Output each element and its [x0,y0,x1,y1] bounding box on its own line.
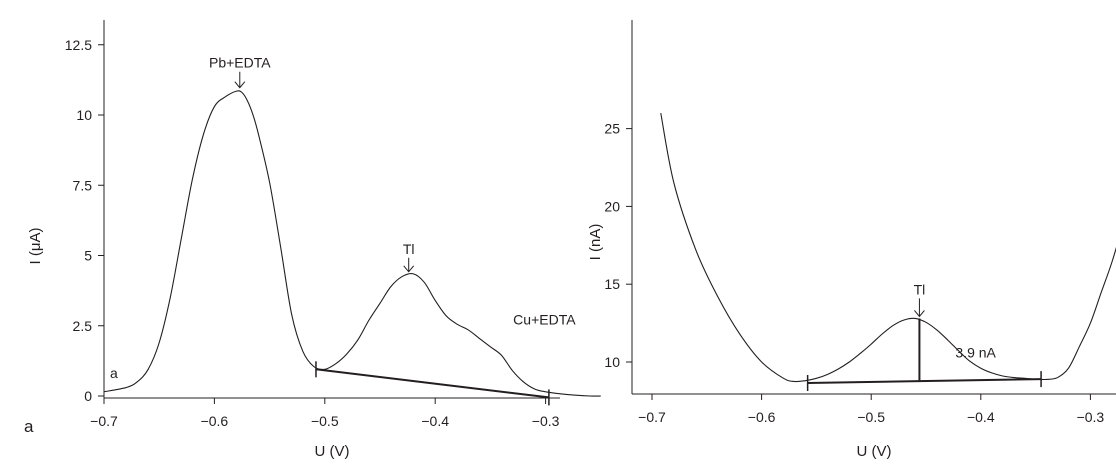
x-axis-label: U (V) [857,443,892,460]
annotation-arrow [914,298,925,318]
x-tick-label: −0.5 [311,413,339,429]
x-tick-label: −0.3 [1077,409,1105,425]
y-tick-label: 12.5 [65,37,92,53]
x-tick-label: −0.7 [638,409,666,425]
x-tick-label: −0.5 [857,409,885,425]
y-tick-label: 25 [604,121,620,137]
y-axis-label: I (nA) [587,224,604,261]
annotation-label: 3.9 nA [955,344,996,360]
figure-label: a [24,417,34,436]
y-tick-label: 10 [76,107,92,123]
panel-tag: a [110,365,118,381]
y-tick-label: 2.5 [73,318,93,334]
x-axis-label: U (V) [315,443,350,460]
x-tick-label: −0.3 [532,413,560,429]
annotation-label: Tl [403,241,415,257]
y-tick-label: 5 [84,248,92,264]
x-tick-label: −0.6 [201,413,229,429]
series-line [103,90,601,397]
chart-panel-right: −0.7 −0.6 −0.5 −0.4 −0.3 10 15 20 25 U (V) I (nA) T… [587,20,1116,460]
y-axis-label: I (μA) [27,228,44,265]
series-line [660,112,1116,383]
annotation-arrow [403,257,415,273]
y-tick-label: 10 [604,354,620,370]
x-tick-label: −0.6 [748,409,776,425]
x-tick-label: −0.4 [421,413,449,429]
y-tick-label: 20 [604,198,620,214]
y-tick-label: 0 [84,388,92,404]
baseline [807,378,1042,385]
y-tick-label: 7.5 [73,177,93,193]
chart-panel-left: −0.7 −0.6 −0.5 −0.4 −0.3 0 2.5 5 7.5 10 12.5 U (V) I… [27,20,601,460]
x-tick-label: −0.7 [90,413,118,429]
y-tick-label: 15 [604,276,620,292]
annotation-label: Cu+EDTA [513,312,576,328]
annotation-label: Tl [914,281,926,297]
x-tick-label: −0.4 [967,409,995,425]
annotation-arrow [234,71,246,89]
annotation-label: Pb+EDTA [209,55,271,71]
baseline [315,368,550,399]
